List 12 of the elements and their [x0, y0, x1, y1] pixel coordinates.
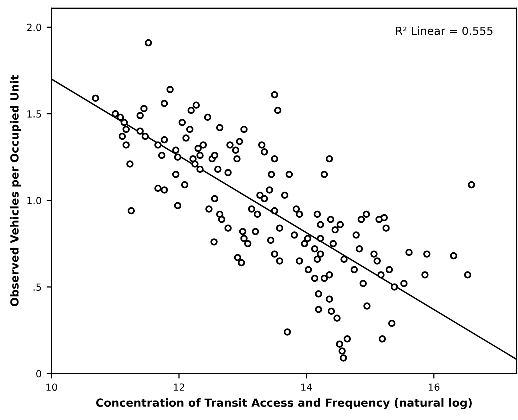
- x-tick-label: 16: [429, 384, 440, 392]
- y-tick-label: 1.0: [28, 197, 42, 204]
- y-tick-label: 1.5: [28, 110, 42, 118]
- y-axis-title: Observed Vehicles per Occupied Unit: [10, 75, 22, 306]
- y-tick-label: 0: [36, 370, 42, 378]
- y-tick-label: 2.0: [27, 24, 42, 32]
- x-tick-label: 12: [174, 384, 184, 391]
- annotation: R² Linear = 0.555: [396, 26, 493, 36]
- x-tick-label: 14: [302, 384, 312, 391]
- x-tick-label: 10: [46, 384, 58, 392]
- y-tick-label: .5: [34, 284, 42, 292]
- x-axis-title: Concentration of Transit Access and Frequency (natural log): [96, 398, 472, 410]
